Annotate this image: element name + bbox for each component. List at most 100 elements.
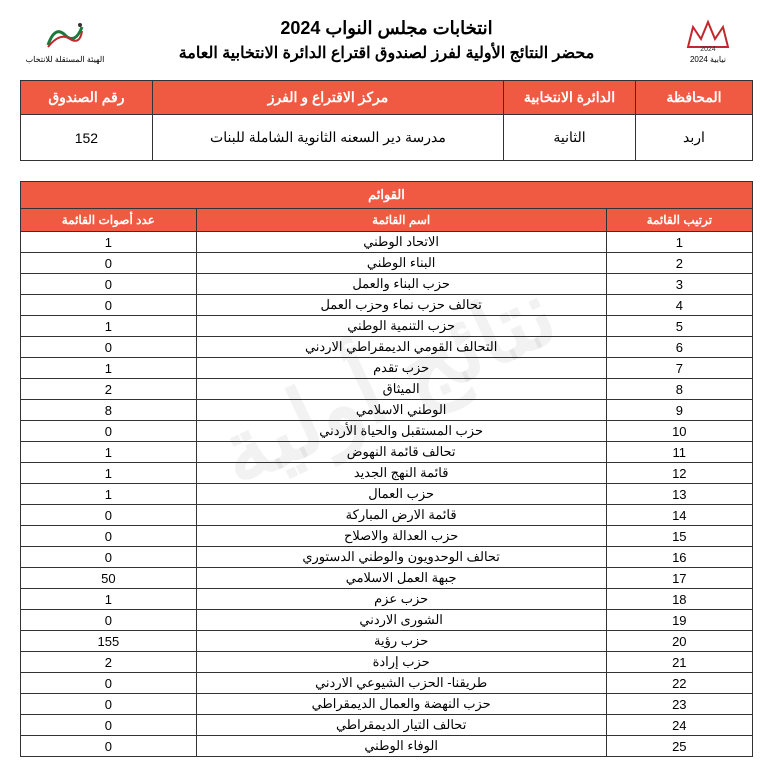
cell-rank: 22: [606, 673, 752, 694]
cell-votes: 0: [21, 505, 197, 526]
lists-title: القوائم: [21, 182, 753, 209]
cell-name: طريقنا- الحزب الشيوعي الاردني: [196, 673, 606, 694]
table-row: 13حزب العمال1: [21, 484, 753, 505]
table-row: 24تحالف التيار الديمقراطي0: [21, 715, 753, 736]
cell-rank: 14: [606, 505, 752, 526]
cell-name: الوطني الاسلامي: [196, 400, 606, 421]
cell-rank: 13: [606, 484, 752, 505]
cell-rank: 25: [606, 736, 752, 757]
cell-rank: 19: [606, 610, 752, 631]
cell-rank: 12: [606, 463, 752, 484]
table-row: 14قائمة الارض المباركة0: [21, 505, 753, 526]
info-header-box: رقم الصندوق: [21, 81, 153, 115]
cell-name: حزب عزم: [196, 589, 606, 610]
cell-name: الوفاء الوطني: [196, 736, 606, 757]
table-row: 1الاتحاد الوطني1: [21, 232, 753, 253]
cell-votes: 0: [21, 253, 197, 274]
info-district: الثانية: [504, 115, 636, 161]
header-titles: انتخابات مجلس النواب 2024 محضر النتائج ا…: [110, 18, 663, 63]
cell-name: تحالف حزب نماء وحزب العمل: [196, 295, 606, 316]
table-row: 4تحالف حزب نماء وحزب العمل0: [21, 295, 753, 316]
info-table: المحافظة الدائرة الانتخابية مركز الاقترا…: [20, 80, 753, 161]
svg-text:2024: 2024: [700, 46, 716, 53]
table-row: 10حزب المستقبل والحياة الأردني0: [21, 421, 753, 442]
table-row: 15حزب العدالة والاصلاح0: [21, 526, 753, 547]
info-header-center: مركز الاقتراع و الفرز: [152, 81, 503, 115]
table-row: 20حزب رؤية155: [21, 631, 753, 652]
cell-rank: 8: [606, 379, 752, 400]
cell-name: الاتحاد الوطني: [196, 232, 606, 253]
cell-votes: 1: [21, 316, 197, 337]
page-header: 2024 نيابية 2024 انتخابات مجلس النواب 20…: [20, 10, 753, 70]
table-row: 6التحالف القومي الديمقراطي الاردني0: [21, 337, 753, 358]
cell-votes: 0: [21, 337, 197, 358]
cell-rank: 7: [606, 358, 752, 379]
cell-votes: 0: [21, 694, 197, 715]
table-row: 16تحالف الوحدويون والوطني الدستوري0: [21, 547, 753, 568]
cell-votes: 1: [21, 463, 197, 484]
cell-rank: 4: [606, 295, 752, 316]
iec-logo-icon: [40, 17, 90, 53]
info-governorate: اربد: [635, 115, 752, 161]
logo-left: الهيئة المستقلة للانتخاب: [20, 10, 110, 70]
lists-header-name: اسم القائمة: [196, 209, 606, 232]
cell-rank: 16: [606, 547, 752, 568]
table-row: 11تحالف قائمة النهوض1: [21, 442, 753, 463]
crown-logo-icon: 2024: [683, 17, 733, 53]
cell-votes: 0: [21, 274, 197, 295]
cell-votes: 0: [21, 673, 197, 694]
table-row: 18حزب عزم1: [21, 589, 753, 610]
cell-rank: 24: [606, 715, 752, 736]
cell-rank: 5: [606, 316, 752, 337]
page-subtitle: محضر النتائج الأولية لفرز لصندوق اقتراع …: [110, 43, 663, 63]
table-row: 25الوفاء الوطني0: [21, 736, 753, 757]
info-box: 152: [21, 115, 153, 161]
cell-name: تحالف التيار الديمقراطي: [196, 715, 606, 736]
logo-left-text: الهيئة المستقلة للانتخاب: [26, 55, 105, 64]
table-row: 23حزب النهضة والعمال الديمقراطي0: [21, 694, 753, 715]
cell-votes: 2: [21, 379, 197, 400]
cell-name: حزب البناء والعمل: [196, 274, 606, 295]
cell-name: الميثاق: [196, 379, 606, 400]
cell-name: البناء الوطني: [196, 253, 606, 274]
cell-rank: 20: [606, 631, 752, 652]
table-row: 2البناء الوطني0: [21, 253, 753, 274]
cell-rank: 21: [606, 652, 752, 673]
cell-votes: 0: [21, 421, 197, 442]
table-row: 19الشورى الاردني0: [21, 610, 753, 631]
cell-votes: 1: [21, 358, 197, 379]
cell-name: حزب تقدم: [196, 358, 606, 379]
cell-name: حزب رؤية: [196, 631, 606, 652]
cell-votes: 8: [21, 400, 197, 421]
table-row: 7حزب تقدم1: [21, 358, 753, 379]
cell-name: قائمة النهج الجديد: [196, 463, 606, 484]
table-row: 9الوطني الاسلامي8: [21, 400, 753, 421]
table-row: 3حزب البناء والعمل0: [21, 274, 753, 295]
cell-name: حزب العدالة والاصلاح: [196, 526, 606, 547]
cell-votes: 1: [21, 232, 197, 253]
cell-votes: 0: [21, 526, 197, 547]
cell-name: تحالف الوحدويون والوطني الدستوري: [196, 547, 606, 568]
cell-name: جبهة العمل الاسلامي: [196, 568, 606, 589]
cell-name: قائمة الارض المباركة: [196, 505, 606, 526]
table-row: 12قائمة النهج الجديد1: [21, 463, 753, 484]
cell-name: تحالف قائمة النهوض: [196, 442, 606, 463]
cell-name: التحالف القومي الديمقراطي الاردني: [196, 337, 606, 358]
cell-votes: 1: [21, 484, 197, 505]
table-row: 22طريقنا- الحزب الشيوعي الاردني0: [21, 673, 753, 694]
cell-rank: 2: [606, 253, 752, 274]
cell-votes: 0: [21, 610, 197, 631]
table-row: 17جبهة العمل الاسلامي50: [21, 568, 753, 589]
logo-right-text: نيابية 2024: [690, 55, 726, 64]
info-center: مدرسة دير السعنه الثانوية الشاملة للبنات: [152, 115, 503, 161]
cell-votes: 0: [21, 295, 197, 316]
info-row: اربد الثانية مدرسة دير السعنه الثانوية ا…: [21, 115, 753, 161]
cell-name: حزب إرادة: [196, 652, 606, 673]
cell-votes: 0: [21, 715, 197, 736]
cell-rank: 15: [606, 526, 752, 547]
table-row: 21حزب إرادة2: [21, 652, 753, 673]
info-header-district: الدائرة الانتخابية: [504, 81, 636, 115]
logo-right: 2024 نيابية 2024: [663, 10, 753, 70]
cell-name: حزب النهضة والعمال الديمقراطي: [196, 694, 606, 715]
cell-rank: 1: [606, 232, 752, 253]
